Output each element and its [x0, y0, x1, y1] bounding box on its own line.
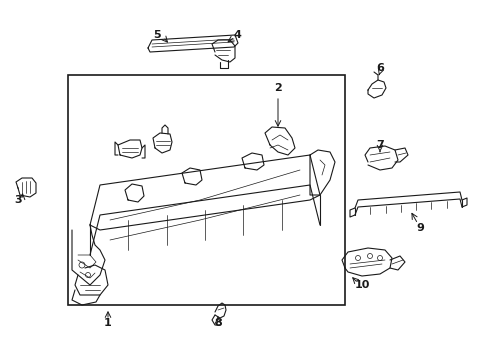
Text: 1: 1 [104, 318, 112, 328]
Text: 3: 3 [14, 195, 22, 205]
Text: 7: 7 [376, 140, 384, 150]
Text: 5: 5 [153, 30, 161, 40]
Text: 2: 2 [274, 83, 282, 93]
Text: 9: 9 [416, 223, 424, 233]
Text: 4: 4 [233, 30, 241, 40]
Bar [68, 75, 345, 305]
Text: 8: 8 [214, 318, 222, 328]
Text: 6: 6 [376, 63, 384, 73]
Text: 10: 10 [354, 280, 369, 290]
